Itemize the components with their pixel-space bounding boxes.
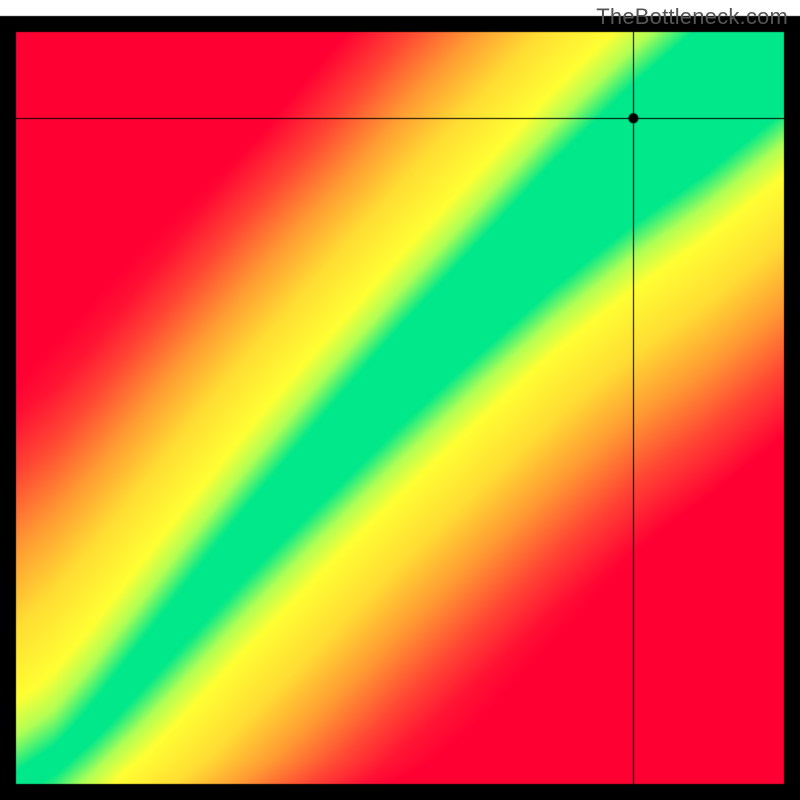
bottleneck-heatmap-canvas (0, 0, 800, 800)
chart-container: TheBottleneck.com (0, 0, 800, 800)
watermark-text: TheBottleneck.com (596, 4, 788, 30)
